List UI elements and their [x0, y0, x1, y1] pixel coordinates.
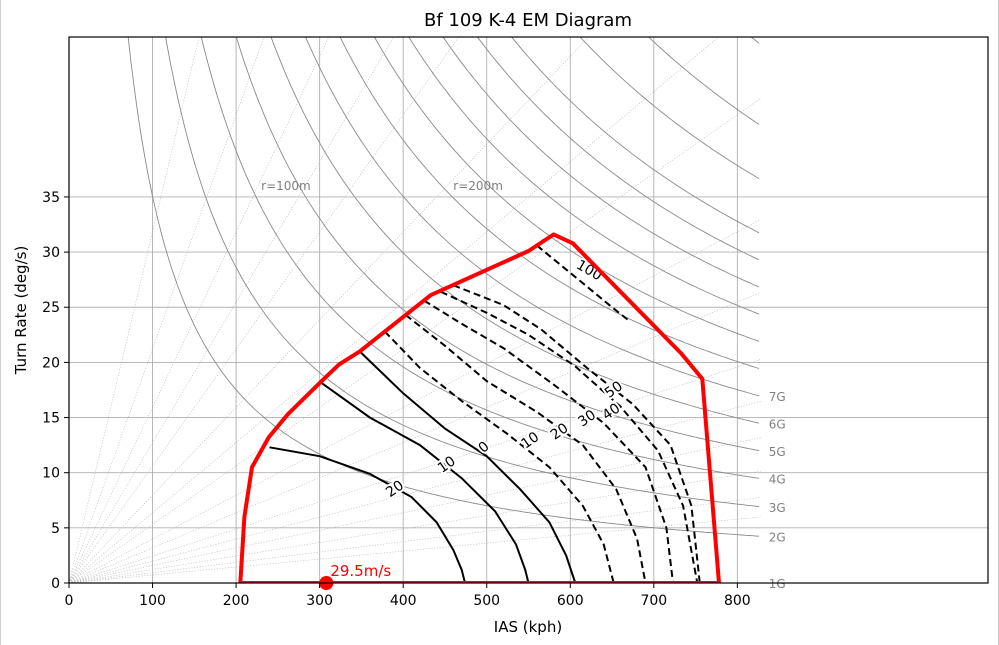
radius-ray	[69, 37, 330, 583]
g-load-curve	[270, 37, 760, 424]
g-load-curve	[127, 37, 760, 537]
ps-contour-line	[269, 446, 466, 583]
radius-ray	[69, 401, 761, 583]
ps-contour-label: 10	[518, 429, 542, 452]
ps-contour-line	[319, 381, 530, 583]
x-tick-label: 600	[557, 593, 584, 609]
g-load-curve	[373, 37, 760, 342]
x-tick-label: 700	[640, 593, 667, 609]
radius-ray	[69, 37, 395, 583]
corner-speed-marker: 29.5m/s	[319, 562, 391, 590]
ps-contour-line	[452, 284, 701, 583]
y-tick-label: 20	[42, 355, 60, 371]
x-tick-label: 500	[473, 593, 500, 609]
g-load-curve	[647, 37, 760, 125]
radius-ray	[69, 470, 761, 583]
corner-speed-label: 29.5m/s	[330, 562, 391, 580]
radius-ray	[69, 37, 265, 583]
x-tick-label: 400	[390, 593, 417, 609]
radius-ray	[69, 98, 761, 583]
flight-envelope	[238, 232, 721, 583]
y-tick-label: 0	[51, 576, 60, 592]
g-load-curve	[579, 37, 760, 179]
g-load-curve	[305, 37, 760, 397]
x-tick-label: 200	[223, 593, 250, 609]
envelope-line	[238, 232, 721, 583]
radius-label: r=100m	[261, 179, 311, 193]
ps-contour-line	[440, 290, 699, 583]
g-load-curves	[77, 37, 760, 583]
ps-contour-line	[359, 350, 577, 583]
ps-contour-line	[405, 314, 647, 583]
ps-contour-line	[536, 244, 630, 322]
ps-contours	[269, 244, 701, 583]
radius-label: r=200m	[453, 179, 503, 193]
radius-ray	[69, 219, 761, 583]
ps-contour-line	[423, 299, 674, 583]
x-axis-label: IAS (kph)	[494, 618, 562, 636]
y-tick-label: 25	[42, 300, 60, 316]
radius-ray	[69, 359, 761, 583]
radius-ray	[69, 37, 720, 583]
x-tick-label: 800	[724, 593, 751, 609]
g-load-label: 3G	[769, 501, 786, 515]
g-load-label: 5G	[769, 445, 786, 459]
g-load-label: 1G	[769, 577, 786, 591]
grid-lines	[68, 37, 988, 584]
g-load-curve	[511, 37, 760, 234]
g-load-curve	[235, 37, 760, 452]
x-tick-label: 300	[306, 593, 333, 609]
radius-rays	[69, 37, 761, 583]
plot-frame	[68, 36, 989, 584]
g-load-label: 7G	[769, 390, 786, 404]
radius-ray	[69, 437, 761, 583]
radius-ray	[69, 292, 761, 583]
x-tick-label: 0	[65, 593, 74, 609]
radius-ray	[69, 516, 761, 583]
radius-ray	[69, 37, 200, 583]
g-load-curve	[442, 37, 760, 288]
g-load-label: 4G	[769, 473, 786, 487]
ps-contour-label: 40	[600, 400, 624, 423]
ps-contour-label: 30	[575, 407, 599, 430]
g-load-curve	[408, 37, 760, 315]
y-tick-label: 15	[42, 411, 60, 427]
radius-ray	[69, 37, 590, 583]
ps-contour-line	[384, 330, 615, 583]
x-axis-ticks: 0 100 200 300 400 500 600 700 800	[65, 583, 751, 609]
chart-title: Bf 109 K-4 EM Diagram	[424, 10, 632, 31]
y-axis-label: Turn Rate (deg/s)	[12, 246, 30, 376]
g-load-curve	[476, 37, 760, 261]
y-tick-label: 35	[42, 190, 60, 206]
y-axis-ticks: 0 5 10 15 20 25 30 35	[42, 190, 69, 592]
g-load-label: 6G	[769, 418, 786, 432]
y-tick-label: 30	[42, 245, 60, 261]
y-tick-label: 5	[51, 521, 60, 537]
g-load-curve	[165, 37, 760, 508]
radius-labels: r=100m r=200m	[261, 179, 503, 193]
g-load-curve	[339, 37, 760, 369]
g-load-labels: 1G 2G 3G 4G 5G 6G 7G	[769, 390, 786, 591]
figure-left-border	[0, 0, 1, 645]
g-load-curve	[200, 37, 760, 479]
y-tick-label: 10	[42, 466, 60, 482]
ps-contour-label: 20	[548, 420, 572, 443]
g-load-label: 2G	[769, 530, 786, 544]
x-tick-label: 100	[139, 593, 166, 609]
radius-ray	[69, 37, 460, 583]
